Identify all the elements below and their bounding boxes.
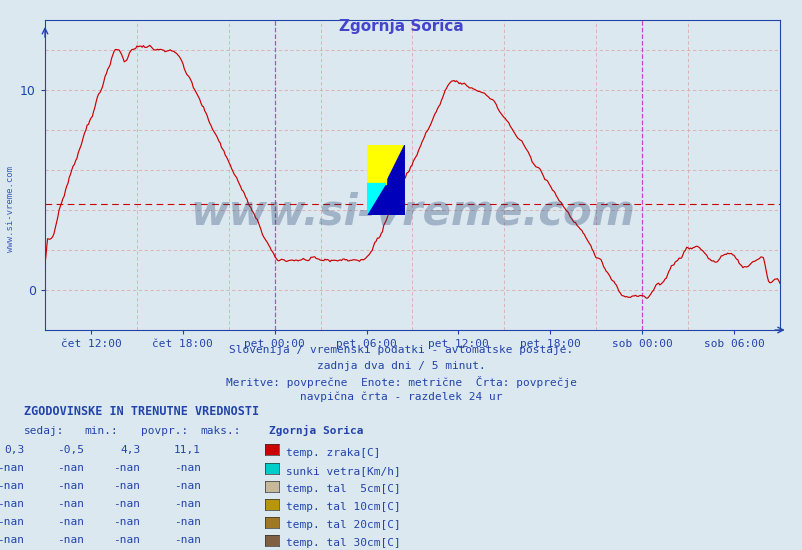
Text: -nan: -nan (173, 481, 200, 491)
Text: -nan: -nan (0, 481, 24, 491)
Text: -nan: -nan (0, 535, 24, 546)
Text: 4,3: 4,3 (120, 444, 140, 455)
Text: www.si-vreme.com: www.si-vreme.com (190, 191, 634, 233)
Text: 11,1: 11,1 (173, 444, 200, 455)
Text: -nan: -nan (173, 499, 200, 509)
Text: -nan: -nan (113, 481, 140, 491)
Text: sedaj:: sedaj: (24, 426, 64, 437)
Polygon shape (366, 145, 404, 215)
Text: -nan: -nan (57, 535, 84, 546)
Text: -nan: -nan (113, 517, 140, 527)
Polygon shape (366, 145, 385, 184)
Text: -nan: -nan (173, 517, 200, 527)
Text: -nan: -nan (113, 499, 140, 509)
Text: temp. tal  5cm[C]: temp. tal 5cm[C] (286, 484, 400, 494)
Text: temp. tal 30cm[C]: temp. tal 30cm[C] (286, 538, 400, 548)
Text: Zgornja Sorica: Zgornja Sorica (338, 19, 464, 34)
Text: -nan: -nan (57, 517, 84, 527)
Text: -nan: -nan (173, 463, 200, 473)
Text: -nan: -nan (57, 499, 84, 509)
Text: sunki vetra[Km/h]: sunki vetra[Km/h] (286, 466, 400, 476)
Text: -nan: -nan (57, 481, 84, 491)
Text: temp. zraka[C]: temp. zraka[C] (286, 448, 380, 458)
Text: temp. tal 20cm[C]: temp. tal 20cm[C] (286, 520, 400, 530)
Polygon shape (366, 184, 385, 215)
Text: Meritve: povprečne  Enote: metrične  Črta: povprečje: Meritve: povprečne Enote: metrične Črta:… (225, 376, 577, 388)
Text: www.si-vreme.com: www.si-vreme.com (6, 166, 15, 252)
Text: ZGODOVINSKE IN TRENUTNE VREDNOSTI: ZGODOVINSKE IN TRENUTNE VREDNOSTI (24, 405, 259, 418)
Text: -nan: -nan (57, 463, 84, 473)
Text: zadnja dva dni / 5 minut.: zadnja dva dni / 5 minut. (317, 361, 485, 371)
Text: -nan: -nan (113, 535, 140, 546)
Text: -nan: -nan (113, 463, 140, 473)
Text: -nan: -nan (0, 463, 24, 473)
Text: navpična črta - razdelek 24 ur: navpična črta - razdelek 24 ur (300, 392, 502, 402)
Text: Zgornja Sorica: Zgornja Sorica (269, 426, 363, 437)
Text: temp. tal 10cm[C]: temp. tal 10cm[C] (286, 502, 400, 512)
Text: povpr.:: povpr.: (140, 426, 188, 437)
Text: Slovenija / vremenski podatki - avtomatske postaje.: Slovenija / vremenski podatki - avtomats… (229, 345, 573, 355)
Text: min.:: min.: (84, 426, 118, 437)
Text: -0,5: -0,5 (57, 444, 84, 455)
Text: maks.:: maks.: (200, 426, 241, 437)
Text: -nan: -nan (0, 499, 24, 509)
Text: 0,3: 0,3 (4, 444, 24, 455)
Text: -nan: -nan (0, 517, 24, 527)
Text: -nan: -nan (173, 535, 200, 546)
